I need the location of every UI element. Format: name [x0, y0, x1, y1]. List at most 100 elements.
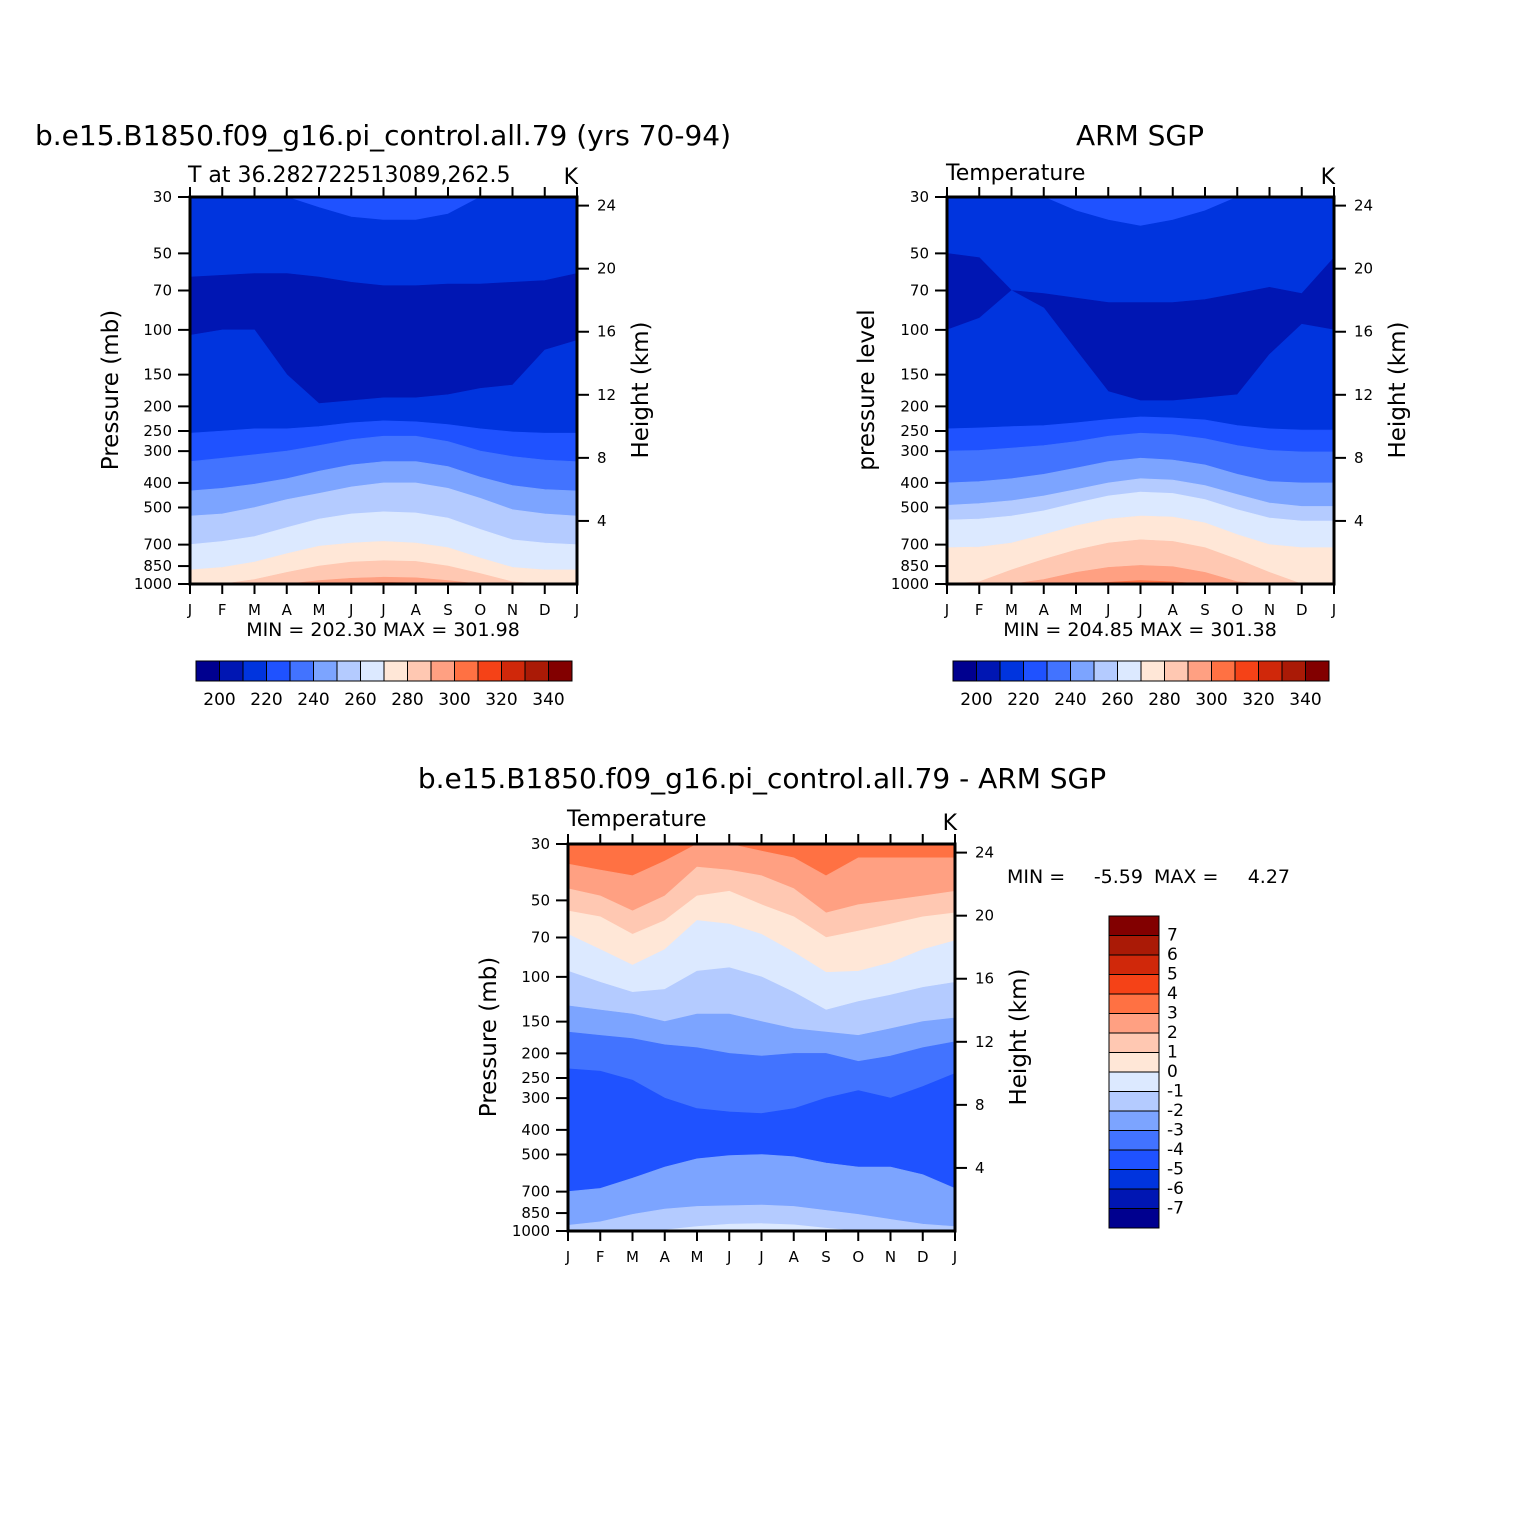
panel-model-units: K [564, 165, 579, 190]
colorbar-label: 200 [203, 690, 235, 710]
panel-obs-subtitle: Temperature [945, 161, 1085, 186]
colorbar-box [1108, 935, 1160, 956]
colorbar-label: 1 [1167, 1043, 1178, 1063]
colorbar-box [477, 660, 502, 682]
x-tick-label: M [626, 1248, 639, 1266]
panel-model-title: b.e15.B1850.f09_g16.pi_control.all.79 (y… [35, 119, 731, 152]
y-right-tick-label: 12 [597, 386, 616, 404]
y-right-tick-label: 8 [1354, 449, 1364, 467]
y-tick-label: 500 [521, 1146, 550, 1164]
y-right-tick-label: 4 [1354, 512, 1364, 530]
colorbar-label: 260 [344, 690, 376, 710]
colorbar-box [501, 660, 526, 682]
x-tick-label: S [1200, 601, 1210, 619]
y-right-tick-label: 20 [1354, 260, 1373, 278]
x-tick-label: A [1039, 601, 1050, 619]
x-tick-label: N [885, 1248, 896, 1266]
y-tick-label: 30 [910, 188, 929, 206]
y-tick-label: 150 [143, 366, 172, 384]
y-right-tick-label: 16 [1354, 323, 1373, 341]
y-tick-label: 300 [900, 442, 929, 460]
x-tick-label: D [539, 601, 551, 619]
y-tick-label: 150 [521, 1013, 550, 1031]
x-tick-label: N [507, 601, 518, 619]
colorbar-box [219, 660, 244, 682]
y-right-tick-label: 24 [1354, 197, 1373, 215]
colorbar-label: -6 [1167, 1179, 1184, 1199]
colorbar-box [1117, 660, 1142, 682]
colorbar-label: 280 [391, 690, 423, 710]
panel-model-subtitle: T at 36.282722513089,262.5 [187, 163, 510, 188]
colorbar-label: 0 [1167, 1062, 1178, 1082]
panel-diff-stats-min-label: MIN = [1007, 866, 1065, 888]
panel-obs-colorbar: 200 220 240 260 280 300 320 340 [952, 660, 1330, 710]
y-right-tick-label: 12 [1354, 386, 1373, 404]
x-tick-label: J [952, 1248, 957, 1266]
colorbar-label: 340 [1289, 690, 1321, 710]
panel-model-stats: MIN = 202.30 MAX = 301.98 [246, 619, 520, 641]
y-tick-label: 30 [153, 188, 172, 206]
x-tick-label: N [1264, 601, 1275, 619]
colorbar-label: 320 [485, 690, 517, 710]
colorbar-box [1108, 1169, 1160, 1190]
y-tick-label: 500 [143, 499, 172, 517]
y-tick-label: 1000 [134, 575, 172, 593]
colorbar-box [1108, 1013, 1160, 1034]
x-tick-label: J [944, 601, 949, 619]
x-tick-label: A [789, 1248, 800, 1266]
y-tick-label: 700 [900, 536, 929, 554]
colorbar-box [1164, 660, 1189, 682]
panel-model-axes: J F M A M J J A S O N D J 30 50 70 100 150 200 250 300 400 500… [134, 187, 616, 619]
colorbar-label: 240 [297, 690, 329, 710]
colorbar-box [524, 660, 549, 682]
y-tick-label: 300 [143, 442, 172, 460]
panel-obs-units: K [1321, 165, 1336, 190]
x-tick-label: S [821, 1248, 831, 1266]
colorbar-label: 340 [532, 690, 564, 710]
y-tick-label: 850 [521, 1204, 550, 1222]
colorbar-label: 320 [1242, 690, 1274, 710]
panel-diff-subtitle: Temperature [566, 807, 706, 832]
x-tick-label: J [187, 601, 192, 619]
colorbar-label: 280 [1148, 690, 1180, 710]
colorbar-box [1258, 660, 1283, 682]
y-tick-label: 100 [521, 968, 550, 986]
x-tick-label: J [380, 601, 385, 619]
panel-obs: ARM SGP Temperature K J F M A M J J A S O N D J 30 50 7… [854, 119, 1411, 710]
colorbar-label: 7 [1167, 926, 1178, 946]
x-tick-label: J [565, 1248, 570, 1266]
colorbar-box [1108, 974, 1160, 995]
y-tick-label: 200 [143, 397, 172, 415]
x-tick-label: A [411, 601, 422, 619]
colorbar-box [407, 660, 432, 682]
colorbar-box [242, 660, 267, 682]
x-tick-label: O [1231, 601, 1243, 619]
y-tick-label: 50 [153, 244, 172, 262]
colorbar-label: 2 [1167, 1023, 1178, 1043]
colorbar-label: 3 [1167, 1004, 1178, 1024]
colorbar-label: -7 [1167, 1199, 1184, 1219]
y-tick-label: 250 [521, 1069, 550, 1087]
x-tick-label: J [1331, 601, 1336, 619]
x-tick-label: A [660, 1248, 671, 1266]
colorbar-box [1108, 1032, 1160, 1053]
panel-diff-contours [567, 843, 956, 1232]
y-right-tick-label: 12 [975, 1033, 994, 1051]
panel-model-ylabel: Pressure (mb) [98, 310, 124, 470]
colorbar-label: -3 [1167, 1121, 1184, 1141]
colorbar-label: 220 [1007, 690, 1039, 710]
panel-obs-stats: MIN = 204.85 MAX = 301.38 [1003, 619, 1277, 641]
colorbar-box [999, 660, 1024, 682]
x-tick-label: F [975, 601, 984, 619]
colorbar-box [1211, 660, 1236, 682]
panel-obs-contours [946, 196, 1335, 585]
colorbar-label: 240 [1054, 690, 1086, 710]
y-tick-label: 200 [521, 1044, 550, 1062]
y-tick-label: 250 [143, 422, 172, 440]
panel-model-colorbar: 200 220 240 260 280 300 320 340 [195, 660, 573, 710]
colorbar-box [1108, 1149, 1160, 1170]
panel-model: b.e15.B1850.f09_g16.pi_control.all.79 (y… [35, 119, 731, 710]
panel-diff-axes: J F M A M J J A S O N D J 30 50 70 100 150 200 250 300 400 500… [512, 834, 994, 1266]
colorbar-box [1108, 1188, 1160, 1209]
